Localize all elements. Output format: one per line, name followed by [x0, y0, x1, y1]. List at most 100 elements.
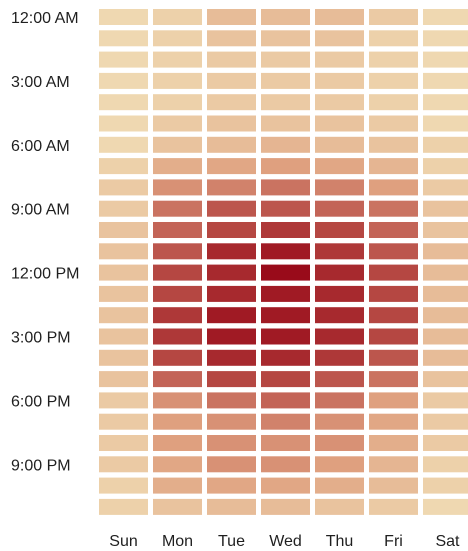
heatmap-cell [153, 30, 202, 47]
heatmap-cell [369, 498, 418, 515]
heatmap-cell [261, 456, 310, 473]
heatmap-cell [153, 285, 202, 302]
heatmap-cell [369, 30, 418, 47]
heatmap-cell [423, 477, 468, 494]
y-tick-label: 12:00 PM [11, 266, 79, 283]
heatmap-cell [369, 9, 418, 25]
heatmap-cell [423, 264, 468, 281]
heatmap-cell [261, 115, 310, 132]
heatmap-cell [369, 413, 418, 430]
heatmap-cell [423, 371, 468, 388]
heatmap-cell [369, 115, 418, 132]
heatmap-cell [369, 200, 418, 217]
y-tick-label: 6:00 AM [11, 138, 70, 155]
heatmap-cell [99, 371, 148, 388]
heatmap-cell [261, 158, 310, 175]
heatmap-cell [99, 307, 148, 324]
heatmap-cell [369, 158, 418, 175]
heatmap-cell [315, 392, 364, 409]
heatmap-cell [207, 222, 256, 238]
x-tick-label: Mon [162, 533, 193, 550]
heatmap-cell [315, 179, 364, 196]
heatmap-cell [207, 328, 256, 345]
x-tick-label: Tue [218, 533, 245, 550]
heatmap-cell [261, 498, 310, 515]
heatmap-cell [99, 72, 148, 89]
heatmap-cell [99, 9, 148, 25]
heatmap-cell [315, 72, 364, 89]
heatmap-cell [261, 72, 310, 89]
heatmap-cell [261, 371, 310, 388]
heatmap-cell [153, 264, 202, 281]
heatmap-cell [207, 307, 256, 324]
heatmap-cell [423, 179, 468, 196]
heatmap-cell [261, 222, 310, 238]
heatmap-cells [99, 9, 468, 515]
heatmap-cell [207, 413, 256, 430]
heatmap-cell [153, 413, 202, 430]
heatmap-cell [99, 413, 148, 430]
heatmap-cell [369, 392, 418, 409]
heatmap-cell [369, 136, 418, 153]
heatmap-cell [315, 94, 364, 111]
heatmap-cell [315, 243, 364, 260]
heatmap-cell [207, 94, 256, 111]
heatmap-cell [261, 477, 310, 494]
heatmap-cell [423, 349, 468, 366]
heatmap-cell [315, 285, 364, 302]
x-tick-label: Thu [326, 533, 354, 550]
heatmap-cell [207, 349, 256, 366]
heatmap-cell [153, 72, 202, 89]
heatmap-cell [99, 94, 148, 111]
heatmap-cell [315, 328, 364, 345]
heatmap-cell [99, 158, 148, 175]
heatmap-cell [315, 115, 364, 132]
heatmap-cell [423, 243, 468, 260]
heatmap-cell [153, 51, 202, 68]
y-tick-label: 9:00 PM [11, 457, 71, 474]
y-tick-label: 9:00 AM [11, 202, 70, 219]
heatmap-cell [369, 307, 418, 324]
heatmap-cell [153, 158, 202, 175]
x-axis-labels: Sun Mon Tue Wed Thu Fri Sat [109, 533, 460, 550]
heatmap-cell [369, 264, 418, 281]
x-tick-label: Sat [435, 533, 460, 550]
heatmap-cell [423, 392, 468, 409]
heatmap-cell [153, 222, 202, 238]
heatmap-cell [153, 371, 202, 388]
heatmap-cell [207, 371, 256, 388]
heatmap-cell [153, 392, 202, 409]
heatmap-cell [207, 30, 256, 47]
heatmap-cell [207, 285, 256, 302]
heatmap-cell [369, 94, 418, 111]
heatmap-cell [207, 498, 256, 515]
heatmap-cell [153, 136, 202, 153]
heatmap-cell [369, 243, 418, 260]
heatmap-cell [315, 307, 364, 324]
heatmap-cell [99, 222, 148, 238]
heatmap-cell [207, 51, 256, 68]
heatmap-cell [99, 200, 148, 217]
heatmap-cell [261, 307, 310, 324]
heatmap-cell [207, 264, 256, 281]
heatmap-cell [369, 285, 418, 302]
heatmap-cell [207, 9, 256, 25]
heatmap-cell [423, 435, 468, 451]
heatmap-cell [99, 115, 148, 132]
y-tick-label: 6:00 PM [11, 393, 71, 410]
heatmap-cell [153, 179, 202, 196]
heatmap-cell [207, 179, 256, 196]
heatmap-cell [315, 158, 364, 175]
heatmap-cell [315, 136, 364, 153]
heatmap-cell [99, 136, 148, 153]
y-tick-label: 12:00 AM [11, 10, 79, 27]
heatmap-cell [423, 498, 468, 515]
heatmap-cell [261, 243, 310, 260]
heatmap-cell [99, 477, 148, 494]
heatmap-cell [153, 200, 202, 217]
heatmap-cell [207, 456, 256, 473]
heatmap-cell [207, 243, 256, 260]
heatmap-cell [423, 328, 468, 345]
y-tick-label: 3:00 AM [11, 74, 70, 91]
